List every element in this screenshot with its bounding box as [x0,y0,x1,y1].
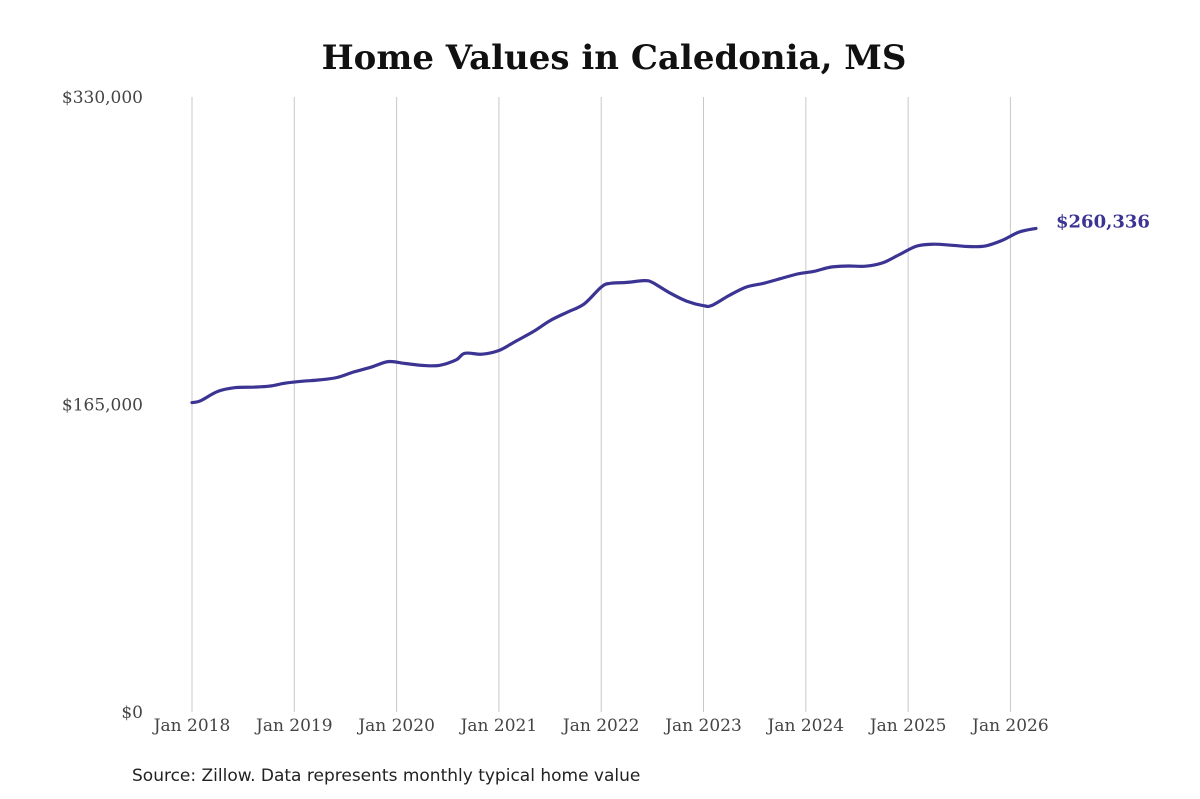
x-tick-label: Jan 2021 [459,716,538,736]
y-tick-label: $165,000 [62,396,143,416]
x-axis: Jan 2018 Jan 2019 Jan 2020 Jan 2021 Jan 2022… [152,716,1049,736]
chart-title: Home Values in Caledonia, MS [322,38,907,78]
end-value-label: $260,336 [1056,211,1150,232]
x-tick-label: Jan 2022 [561,716,640,736]
source-note: Source: Zillow. Data represents monthly … [132,766,640,786]
x-tick-label: Jan 2018 [152,716,231,736]
x-tick-label: Jan 2020 [356,716,435,736]
y-axis: $0 $165,000 $330,000 [62,88,143,723]
x-tick-label: Jan 2026 [970,716,1049,736]
x-tick-label: Jan 2024 [766,716,845,736]
series-line [190,226,1038,405]
x-tick-label: Jan 2023 [663,716,742,736]
x-tick-label: Jan 2025 [868,716,947,736]
y-tick-label: $330,000 [62,88,143,108]
gridlines [191,97,1011,712]
x-tick-label: Jan 2019 [254,716,333,736]
y-tick-label: $0 [121,703,143,723]
